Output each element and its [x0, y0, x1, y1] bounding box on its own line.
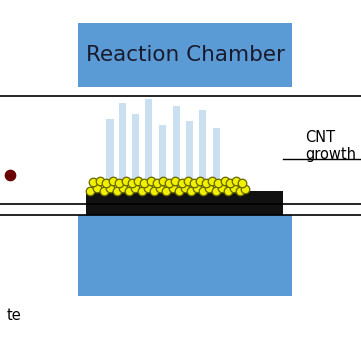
- Point: [103, 180, 109, 186]
- Point: [176, 188, 182, 193]
- Point: [154, 180, 160, 186]
- Point: [110, 178, 116, 183]
- Bar: [86, 191, 283, 215]
- Bar: [199, 110, 206, 191]
- Bar: [159, 125, 166, 191]
- Text: Reaction Chamber: Reaction Chamber: [86, 44, 285, 65]
- Point: [139, 188, 144, 194]
- Bar: [78, 23, 292, 87]
- Point: [179, 180, 184, 186]
- Point: [160, 178, 166, 183]
- Text: te: te: [6, 308, 21, 323]
- Bar: [145, 99, 152, 191]
- Bar: [173, 106, 180, 191]
- Point: [170, 185, 175, 191]
- Point: [142, 180, 147, 186]
- Point: [185, 178, 191, 183]
- Point: [157, 185, 163, 191]
- Bar: [106, 119, 114, 191]
- Point: [145, 185, 151, 191]
- Bar: [186, 121, 193, 191]
- Point: [116, 180, 122, 186]
- Bar: [213, 128, 220, 191]
- Point: [200, 188, 206, 193]
- Point: [219, 185, 225, 191]
- Point: [182, 185, 188, 191]
- Point: [225, 188, 231, 194]
- Bar: [78, 215, 292, 296]
- Point: [188, 188, 194, 194]
- Point: [151, 188, 157, 193]
- Point: [126, 188, 132, 193]
- Point: [237, 188, 243, 193]
- Point: [123, 178, 129, 183]
- Point: [101, 188, 106, 193]
- Point: [173, 178, 178, 183]
- Point: [90, 179, 96, 185]
- Point: [87, 188, 92, 193]
- Point: [108, 185, 113, 191]
- Point: [114, 188, 119, 194]
- Point: [164, 188, 169, 194]
- Point: [132, 185, 138, 191]
- Point: [97, 178, 103, 183]
- Text: CNT
growth: CNT growth: [305, 130, 356, 162]
- Bar: [119, 103, 126, 191]
- Point: [7, 172, 13, 178]
- Point: [166, 180, 172, 186]
- Point: [135, 178, 141, 183]
- Point: [243, 186, 248, 192]
- Bar: [132, 114, 139, 191]
- Point: [206, 185, 212, 191]
- Point: [94, 185, 100, 191]
- Point: [120, 185, 126, 191]
- Point: [197, 178, 203, 183]
- Point: [203, 180, 209, 186]
- Point: [231, 185, 237, 191]
- Point: [233, 178, 239, 183]
- Point: [227, 180, 233, 186]
- Point: [209, 178, 215, 183]
- Point: [239, 180, 245, 186]
- Point: [216, 180, 221, 186]
- Point: [191, 180, 197, 186]
- Point: [129, 180, 135, 186]
- Point: [222, 178, 227, 183]
- Point: [148, 178, 154, 183]
- Point: [213, 188, 218, 193]
- Point: [194, 185, 200, 191]
